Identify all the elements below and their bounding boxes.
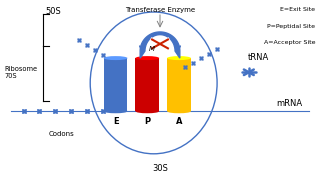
Ellipse shape <box>104 109 127 113</box>
Ellipse shape <box>135 109 159 113</box>
Ellipse shape <box>167 56 191 60</box>
Text: P=Peptidal Site: P=Peptidal Site <box>268 24 316 29</box>
Text: 50S: 50S <box>46 7 61 16</box>
Ellipse shape <box>135 56 159 60</box>
Ellipse shape <box>104 56 127 60</box>
Text: Codons: Codons <box>49 131 75 137</box>
Text: Transferase Enzyme: Transferase Enzyme <box>125 7 195 13</box>
Text: E: E <box>113 117 118 126</box>
Bar <box>167 58 191 111</box>
Polygon shape <box>140 32 180 58</box>
Text: A: A <box>176 117 182 126</box>
Text: A=Acceptor Site: A=Acceptor Site <box>264 40 316 45</box>
Text: mRNA: mRNA <box>276 99 303 108</box>
Text: P: P <box>144 117 150 126</box>
Text: Ribosome
70S: Ribosome 70S <box>4 66 38 79</box>
Text: 30S: 30S <box>152 165 168 174</box>
Bar <box>104 58 127 111</box>
Bar <box>135 58 159 111</box>
Text: E=Exit Site: E=Exit Site <box>280 7 316 12</box>
Text: tRNA: tRNA <box>248 53 269 62</box>
Ellipse shape <box>167 109 191 113</box>
Text: M: M <box>149 46 155 52</box>
